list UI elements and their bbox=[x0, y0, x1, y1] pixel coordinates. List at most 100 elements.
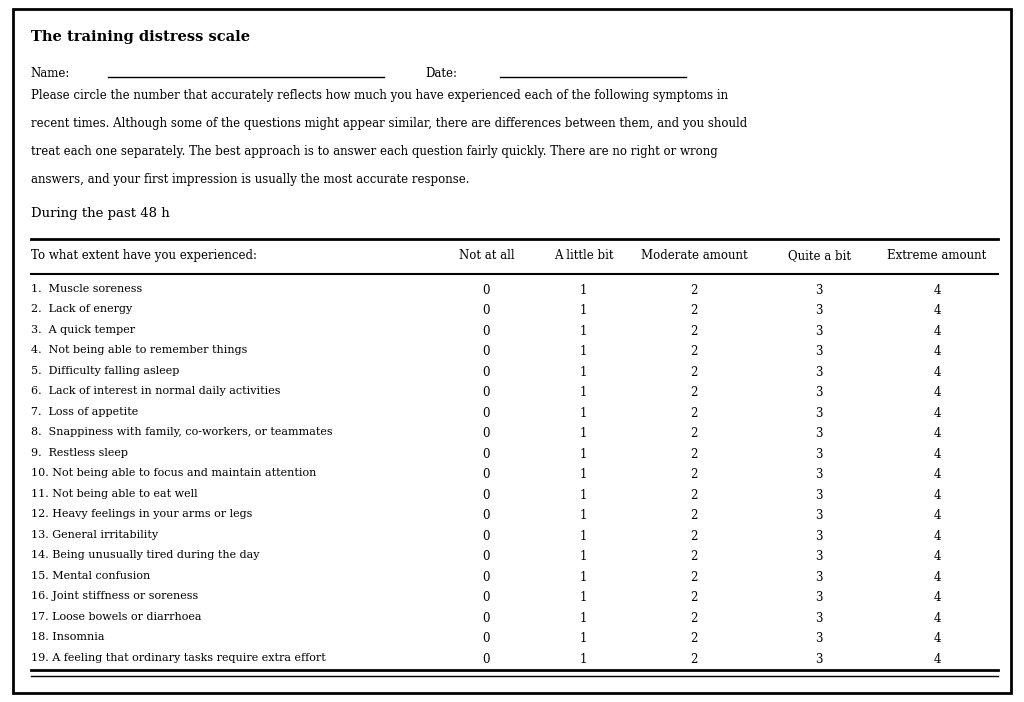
Text: 3: 3 bbox=[815, 632, 823, 645]
Text: 2.  Lack of energy: 2. Lack of energy bbox=[31, 304, 132, 314]
Text: 1: 1 bbox=[580, 489, 588, 502]
Text: 2: 2 bbox=[690, 324, 698, 338]
Text: 19. A feeling that ordinary tasks require extra effort: 19. A feeling that ordinary tasks requir… bbox=[31, 653, 326, 663]
Text: A little bit: A little bit bbox=[554, 249, 613, 263]
Text: 0: 0 bbox=[482, 550, 490, 563]
Text: 4: 4 bbox=[933, 345, 941, 358]
Text: 4: 4 bbox=[933, 366, 941, 378]
Text: Not at all: Not at all bbox=[459, 249, 514, 263]
Text: 0: 0 bbox=[482, 366, 490, 378]
Text: 1: 1 bbox=[580, 632, 588, 645]
Text: 1: 1 bbox=[580, 611, 588, 625]
FancyBboxPatch shape bbox=[13, 9, 1011, 693]
Text: 4: 4 bbox=[933, 284, 941, 297]
Text: 4: 4 bbox=[933, 611, 941, 625]
Text: 1: 1 bbox=[580, 386, 588, 399]
Text: 3: 3 bbox=[815, 304, 823, 317]
Text: 1: 1 bbox=[580, 284, 588, 297]
Text: 0: 0 bbox=[482, 529, 490, 543]
Text: 3: 3 bbox=[815, 406, 823, 420]
Text: 0: 0 bbox=[482, 611, 490, 625]
Text: 4: 4 bbox=[933, 406, 941, 420]
Text: 0: 0 bbox=[482, 406, 490, 420]
Text: 1: 1 bbox=[580, 550, 588, 563]
Text: 3: 3 bbox=[815, 284, 823, 297]
Text: 1: 1 bbox=[580, 366, 588, 378]
Text: 2: 2 bbox=[690, 571, 698, 583]
Text: 2: 2 bbox=[690, 304, 698, 317]
Text: 2: 2 bbox=[690, 529, 698, 543]
Text: 0: 0 bbox=[482, 284, 490, 297]
Text: 4: 4 bbox=[933, 324, 941, 338]
Text: 0: 0 bbox=[482, 304, 490, 317]
Text: 3: 3 bbox=[815, 427, 823, 440]
Text: 2: 2 bbox=[690, 284, 698, 297]
Text: 0: 0 bbox=[482, 448, 490, 461]
Text: 12. Heavy feelings in your arms or legs: 12. Heavy feelings in your arms or legs bbox=[31, 509, 252, 519]
Text: 3: 3 bbox=[815, 591, 823, 604]
Text: 0: 0 bbox=[482, 468, 490, 481]
Text: 2: 2 bbox=[690, 591, 698, 604]
Text: 1.  Muscle soreness: 1. Muscle soreness bbox=[31, 284, 142, 293]
Text: 1: 1 bbox=[580, 509, 588, 522]
Text: 0: 0 bbox=[482, 345, 490, 358]
Text: 1: 1 bbox=[580, 324, 588, 338]
Text: 0: 0 bbox=[482, 427, 490, 440]
Text: 16. Joint stiffness or soreness: 16. Joint stiffness or soreness bbox=[31, 591, 198, 601]
Text: 3.  A quick temper: 3. A quick temper bbox=[31, 324, 135, 335]
Text: 5.  Difficulty falling asleep: 5. Difficulty falling asleep bbox=[31, 366, 179, 376]
Text: Please circle the number that accurately reflects how much you have experienced : Please circle the number that accurately… bbox=[31, 89, 728, 102]
Text: 0: 0 bbox=[482, 632, 490, 645]
Text: 2: 2 bbox=[690, 611, 698, 625]
Text: 2: 2 bbox=[690, 406, 698, 420]
Text: 0: 0 bbox=[482, 509, 490, 522]
Text: 4: 4 bbox=[933, 448, 941, 461]
Text: 3: 3 bbox=[815, 345, 823, 358]
Text: Moderate amount: Moderate amount bbox=[641, 249, 748, 263]
Text: Date:: Date: bbox=[425, 67, 457, 80]
Text: 1: 1 bbox=[580, 468, 588, 481]
Text: 7.  Loss of appetite: 7. Loss of appetite bbox=[31, 406, 138, 416]
Text: 1: 1 bbox=[580, 448, 588, 461]
Text: Extreme amount: Extreme amount bbox=[888, 249, 986, 263]
Text: 4: 4 bbox=[933, 529, 941, 543]
Text: recent times. Although some of the questions might appear similar, there are dif: recent times. Although some of the quest… bbox=[31, 117, 746, 131]
Text: 1: 1 bbox=[580, 304, 588, 317]
Text: 1: 1 bbox=[580, 345, 588, 358]
Text: 2: 2 bbox=[690, 345, 698, 358]
Text: 4: 4 bbox=[933, 571, 941, 583]
Text: 3: 3 bbox=[815, 550, 823, 563]
Text: 3: 3 bbox=[815, 366, 823, 378]
Text: 3: 3 bbox=[815, 489, 823, 502]
Text: 9.  Restless sleep: 9. Restless sleep bbox=[31, 448, 128, 458]
Text: 4: 4 bbox=[933, 427, 941, 440]
Text: 2: 2 bbox=[690, 489, 698, 502]
Text: 14. Being unusually tired during the day: 14. Being unusually tired during the day bbox=[31, 550, 259, 560]
Text: 1: 1 bbox=[580, 571, 588, 583]
Text: 3: 3 bbox=[815, 324, 823, 338]
Text: 8.  Snappiness with family, co-workers, or teammates: 8. Snappiness with family, co-workers, o… bbox=[31, 427, 333, 437]
Text: 2: 2 bbox=[690, 386, 698, 399]
Text: 6.  Lack of interest in normal daily activities: 6. Lack of interest in normal daily acti… bbox=[31, 386, 281, 396]
Text: 0: 0 bbox=[482, 386, 490, 399]
Text: Name:: Name: bbox=[31, 67, 70, 80]
Text: 11. Not being able to eat well: 11. Not being able to eat well bbox=[31, 489, 198, 498]
Text: 4: 4 bbox=[933, 653, 941, 665]
Text: answers, and your first impression is usually the most accurate response.: answers, and your first impression is us… bbox=[31, 173, 469, 187]
Text: The training distress scale: The training distress scale bbox=[31, 30, 250, 44]
Text: 2: 2 bbox=[690, 427, 698, 440]
Text: 17. Loose bowels or diarrhoea: 17. Loose bowels or diarrhoea bbox=[31, 611, 202, 621]
Text: Quite a bit: Quite a bit bbox=[787, 249, 851, 263]
Text: 4: 4 bbox=[933, 304, 941, 317]
Text: 3: 3 bbox=[815, 653, 823, 665]
Text: 1: 1 bbox=[580, 591, 588, 604]
Text: 2: 2 bbox=[690, 468, 698, 481]
Text: 3: 3 bbox=[815, 509, 823, 522]
Text: 0: 0 bbox=[482, 571, 490, 583]
Text: 2: 2 bbox=[690, 550, 698, 563]
Text: During the past 48 h: During the past 48 h bbox=[31, 207, 169, 220]
Text: 3: 3 bbox=[815, 386, 823, 399]
Text: 18. Insomnia: 18. Insomnia bbox=[31, 632, 104, 642]
Text: 3: 3 bbox=[815, 611, 823, 625]
Text: 2: 2 bbox=[690, 509, 698, 522]
